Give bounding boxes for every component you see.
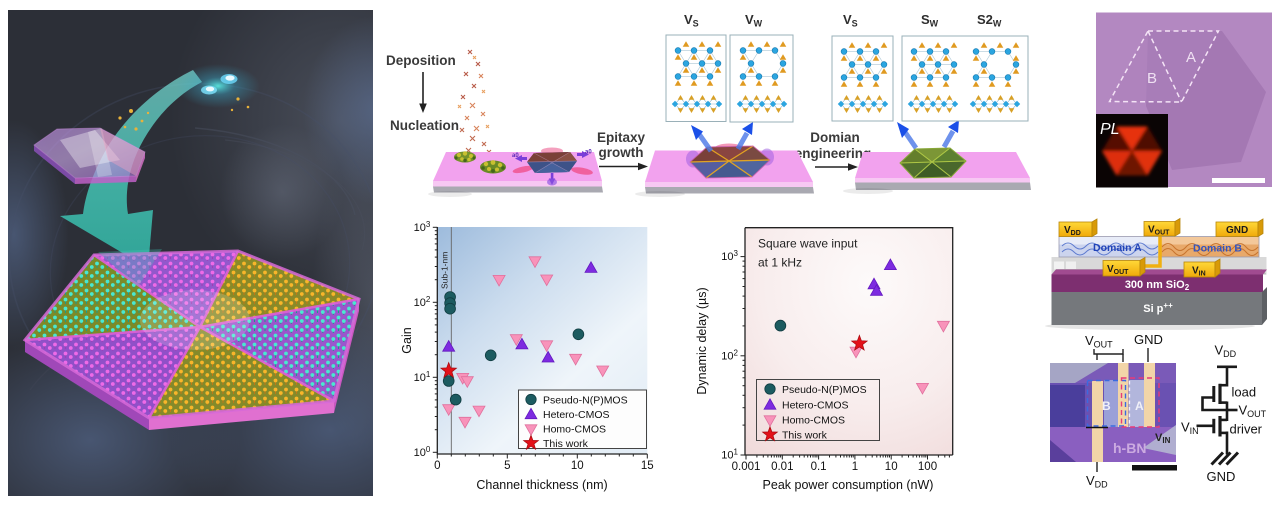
- svg-text:102: 102: [721, 348, 738, 362]
- svg-text:VS: VS: [684, 12, 699, 29]
- svg-text:Gain: Gain: [400, 327, 414, 353]
- svg-text:VIN: VIN: [1155, 432, 1171, 445]
- svg-text:Homo-CMOS: Homo-CMOS: [543, 423, 606, 435]
- svg-text:101: 101: [721, 448, 738, 462]
- svg-text:load: load: [1232, 385, 1257, 400]
- svg-text:10: 10: [885, 461, 898, 473]
- svg-text:102: 102: [414, 295, 431, 309]
- svg-text:0.1: 0.1: [811, 461, 827, 473]
- svg-text:at 1 kHz: at 1 kHz: [758, 256, 802, 270]
- svg-text:0.01: 0.01: [771, 461, 793, 473]
- svg-text:Epitaxy: Epitaxy: [597, 130, 646, 145]
- svg-text:VS: VS: [843, 12, 858, 29]
- svg-text:Domian: Domian: [810, 130, 860, 145]
- svg-text:100: 100: [918, 461, 937, 473]
- svg-text:engineering: engineering: [795, 146, 872, 161]
- svg-text:Nucleation: Nucleation: [390, 118, 459, 133]
- svg-text:100: 100: [414, 445, 431, 459]
- svg-text:Hetero-CMOS: Hetero-CMOS: [543, 409, 610, 421]
- svg-text:Pseudo-N(P)MOS: Pseudo-N(P)MOS: [543, 394, 628, 406]
- svg-text:S2W: S2W: [977, 12, 1002, 29]
- svg-text:This work: This work: [782, 429, 828, 441]
- svg-text:1: 1: [852, 461, 858, 473]
- svg-text:5: 5: [504, 460, 510, 472]
- svg-text:VDD: VDD: [1215, 343, 1237, 360]
- svg-text:VOUT: VOUT: [1085, 333, 1113, 350]
- svg-text:10: 10: [571, 460, 584, 472]
- svg-text:VOUT: VOUT: [1239, 403, 1267, 420]
- svg-text:GND: GND: [1207, 469, 1236, 484]
- svg-text:VW: VW: [745, 12, 763, 29]
- svg-text:Domain B: Domain B: [1193, 243, 1242, 255]
- svg-text:GND: GND: [1134, 332, 1163, 347]
- svg-text:0: 0: [434, 460, 440, 472]
- svg-text:B: B: [1147, 70, 1157, 87]
- svg-text:This work: This work: [543, 438, 589, 450]
- svg-text:101: 101: [414, 370, 431, 384]
- svg-text:a0: a0: [512, 153, 519, 159]
- svg-text:Hetero-CMOS: Hetero-CMOS: [782, 399, 849, 411]
- svg-text:A: A: [1135, 399, 1144, 413]
- svg-text:GND: GND: [1226, 225, 1248, 236]
- svg-text:A: A: [1186, 49, 1196, 66]
- svg-text:Deposition: Deposition: [386, 53, 456, 68]
- svg-text:B: B: [1102, 399, 1111, 413]
- svg-text:Square wave input: Square wave input: [758, 237, 858, 251]
- svg-text:103: 103: [721, 249, 738, 263]
- svg-text:PL: PL: [1100, 121, 1120, 138]
- svg-text:a0: a0: [585, 150, 592, 156]
- svg-text:Dynamic delay (µs): Dynamic delay (µs): [695, 287, 709, 394]
- svg-text:VDD: VDD: [1086, 473, 1108, 490]
- svg-text:103: 103: [414, 220, 431, 234]
- svg-text:driver: driver: [1230, 422, 1263, 437]
- svg-text:Pseudo-N(P)MOS: Pseudo-N(P)MOS: [782, 384, 867, 396]
- svg-text:Peak power consumption (nW): Peak power consumption (nW): [763, 478, 934, 492]
- svg-text:SW: SW: [921, 12, 939, 29]
- svg-text:Homo-CMOS: Homo-CMOS: [782, 414, 845, 426]
- svg-text:0.001: 0.001: [732, 461, 761, 473]
- svg-text:Channel thickness (nm): Channel thickness (nm): [476, 478, 607, 492]
- svg-text:h-BN: h-BN: [1113, 440, 1146, 456]
- svg-text:VIN: VIN: [1181, 420, 1199, 437]
- svg-text:300 nm SiO2: 300 nm SiO2: [1125, 279, 1190, 292]
- svg-text:15: 15: [641, 460, 654, 472]
- svg-text:Domain A: Domain A: [1093, 242, 1142, 254]
- svg-text:Sub-1-nm: Sub-1-nm: [440, 252, 450, 289]
- svg-text:growth: growth: [599, 145, 644, 160]
